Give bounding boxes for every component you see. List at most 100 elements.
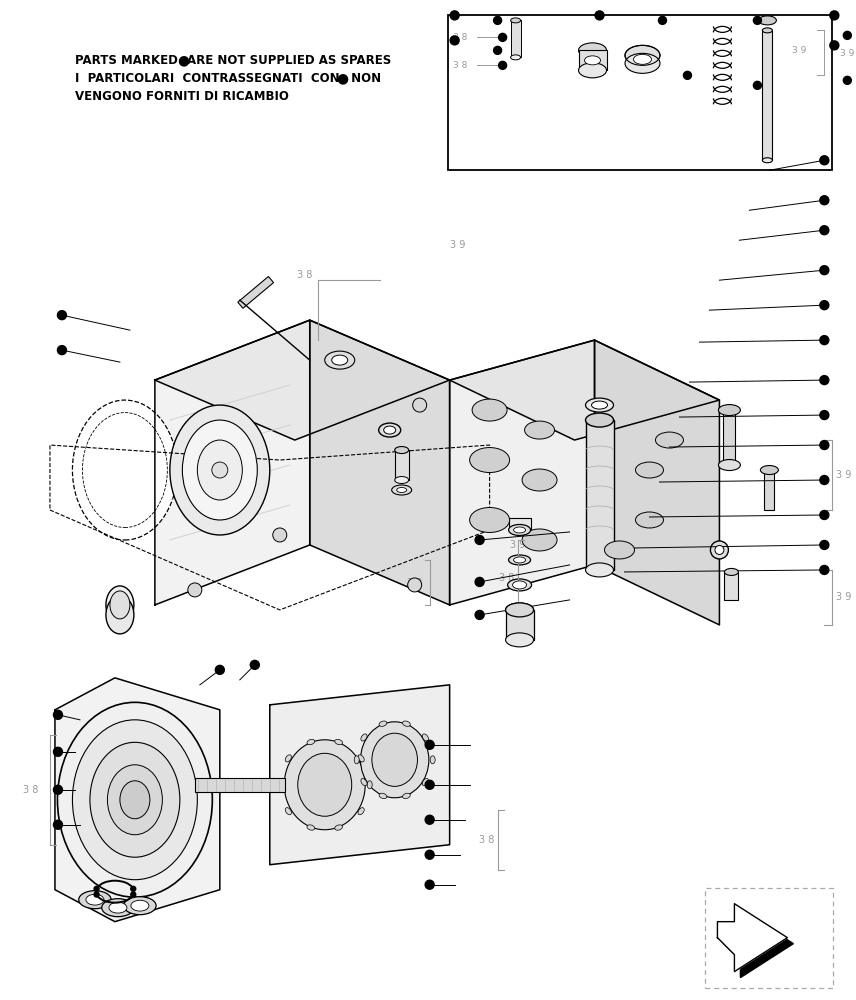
Circle shape bbox=[820, 226, 829, 235]
Ellipse shape bbox=[106, 586, 134, 624]
Bar bbox=[508, 518, 531, 530]
Ellipse shape bbox=[198, 440, 242, 500]
Ellipse shape bbox=[131, 900, 149, 911]
Text: ●: ● bbox=[336, 71, 349, 85]
Circle shape bbox=[820, 196, 829, 205]
Ellipse shape bbox=[124, 897, 156, 915]
Text: I  PARTICOLARI  CONTRASSEGNATI  CON: I PARTICOLARI CONTRASSEGNATI CON bbox=[75, 72, 344, 85]
Ellipse shape bbox=[633, 54, 651, 64]
Text: VENGONO FORNITI DI RICAMBIO: VENGONO FORNITI DI RICAMBIO bbox=[75, 90, 288, 103]
Circle shape bbox=[595, 11, 604, 20]
Bar bbox=[195, 778, 285, 792]
Ellipse shape bbox=[383, 426, 395, 434]
Circle shape bbox=[475, 610, 484, 619]
Ellipse shape bbox=[395, 447, 408, 454]
Bar bbox=[579, 50, 607, 70]
Circle shape bbox=[250, 660, 259, 669]
Ellipse shape bbox=[718, 405, 740, 416]
Ellipse shape bbox=[395, 477, 408, 484]
Ellipse shape bbox=[508, 579, 532, 591]
Circle shape bbox=[53, 820, 62, 829]
Circle shape bbox=[131, 892, 136, 897]
Ellipse shape bbox=[470, 507, 509, 532]
Text: 3 8: 3 8 bbox=[453, 33, 467, 42]
Bar bbox=[723, 410, 735, 465]
Circle shape bbox=[843, 76, 852, 84]
Ellipse shape bbox=[763, 28, 772, 33]
Circle shape bbox=[820, 301, 829, 310]
Circle shape bbox=[820, 411, 829, 420]
Ellipse shape bbox=[585, 56, 601, 65]
Ellipse shape bbox=[277, 781, 282, 789]
Circle shape bbox=[494, 46, 502, 54]
Text: 3 9: 3 9 bbox=[449, 240, 465, 250]
Circle shape bbox=[216, 665, 224, 674]
Ellipse shape bbox=[298, 753, 352, 816]
Ellipse shape bbox=[90, 742, 180, 857]
Bar bbox=[510, 20, 520, 57]
Ellipse shape bbox=[120, 781, 150, 819]
Ellipse shape bbox=[522, 469, 557, 491]
Bar bbox=[238, 276, 274, 308]
Ellipse shape bbox=[379, 793, 387, 799]
Polygon shape bbox=[723, 910, 794, 978]
Circle shape bbox=[843, 31, 852, 39]
Ellipse shape bbox=[522, 529, 557, 551]
Circle shape bbox=[820, 441, 829, 450]
Circle shape bbox=[57, 311, 67, 320]
Circle shape bbox=[658, 16, 667, 24]
Circle shape bbox=[820, 540, 829, 549]
Ellipse shape bbox=[431, 756, 435, 764]
Text: 3 9: 3 9 bbox=[841, 49, 854, 58]
Ellipse shape bbox=[335, 825, 342, 830]
Polygon shape bbox=[717, 904, 788, 972]
Ellipse shape bbox=[422, 779, 429, 786]
Circle shape bbox=[475, 577, 484, 586]
Circle shape bbox=[407, 578, 422, 592]
Text: 3 8: 3 8 bbox=[499, 573, 514, 583]
Circle shape bbox=[450, 36, 459, 45]
Ellipse shape bbox=[402, 721, 410, 726]
Ellipse shape bbox=[73, 720, 198, 880]
Polygon shape bbox=[155, 320, 449, 440]
Ellipse shape bbox=[635, 462, 663, 478]
Ellipse shape bbox=[107, 765, 163, 835]
Circle shape bbox=[53, 785, 62, 794]
Ellipse shape bbox=[335, 739, 342, 745]
Ellipse shape bbox=[57, 702, 212, 897]
Circle shape bbox=[683, 71, 692, 79]
Circle shape bbox=[273, 528, 287, 542]
Circle shape bbox=[211, 462, 228, 478]
Ellipse shape bbox=[510, 605, 528, 615]
Ellipse shape bbox=[307, 825, 315, 830]
Ellipse shape bbox=[758, 16, 776, 25]
Ellipse shape bbox=[73, 400, 177, 540]
Text: ●: ● bbox=[177, 53, 189, 67]
Ellipse shape bbox=[625, 53, 660, 73]
Ellipse shape bbox=[591, 401, 608, 409]
Ellipse shape bbox=[396, 488, 407, 493]
Ellipse shape bbox=[284, 740, 366, 830]
Circle shape bbox=[829, 41, 839, 50]
Text: 3 8: 3 8 bbox=[509, 605, 525, 615]
Ellipse shape bbox=[510, 55, 520, 60]
Ellipse shape bbox=[285, 808, 291, 815]
Ellipse shape bbox=[604, 541, 634, 559]
Ellipse shape bbox=[361, 779, 367, 786]
Ellipse shape bbox=[102, 899, 134, 917]
Ellipse shape bbox=[358, 755, 364, 762]
Text: 3 9: 3 9 bbox=[836, 470, 852, 480]
Circle shape bbox=[820, 266, 829, 275]
Circle shape bbox=[494, 16, 502, 24]
Ellipse shape bbox=[332, 355, 348, 365]
Ellipse shape bbox=[586, 563, 614, 577]
Text: NON: NON bbox=[347, 72, 381, 85]
Circle shape bbox=[413, 398, 426, 412]
Ellipse shape bbox=[760, 466, 778, 475]
Polygon shape bbox=[55, 678, 220, 922]
Ellipse shape bbox=[392, 485, 412, 495]
Circle shape bbox=[820, 476, 829, 485]
Text: 3 8: 3 8 bbox=[509, 580, 525, 590]
Circle shape bbox=[753, 81, 761, 89]
Circle shape bbox=[753, 16, 761, 24]
